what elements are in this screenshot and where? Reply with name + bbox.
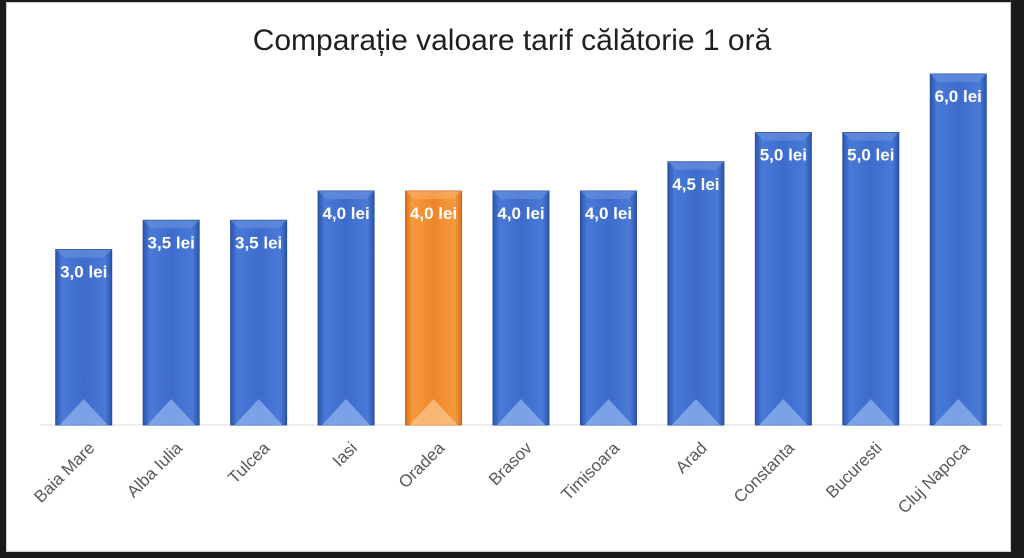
data-label: 5,0 lei — [760, 146, 807, 165]
data-label: 5,0 lei — [847, 146, 894, 165]
bar-oradea — [405, 190, 463, 426]
bar-constanta — [754, 132, 812, 426]
bar-baia-mare — [55, 249, 113, 426]
data-label: 4,0 lei — [585, 204, 632, 223]
x-tick-label: Timisoara — [558, 438, 624, 504]
bar-arad — [667, 161, 725, 426]
bar-timisoara — [579, 190, 637, 426]
data-label: 4,0 lei — [497, 204, 544, 223]
bar-alba-iulia — [142, 219, 200, 426]
bar-iasi — [317, 190, 375, 426]
x-tick-label: Iasi — [329, 438, 361, 470]
x-tick-label: Oradea — [395, 438, 449, 492]
data-label: 3,0 lei — [60, 263, 107, 282]
chart-title: Comparație valoare tarif călătorie 1 oră — [252, 24, 772, 57]
x-tick-label: Constanta — [730, 438, 799, 507]
x-tick-label: Cluj Napoca — [894, 438, 973, 517]
data-label: 4,0 lei — [322, 204, 369, 223]
x-tick-label: Tulcea — [224, 438, 273, 487]
x-tick-label: Bucuresti — [822, 438, 886, 502]
x-tick-label: Brasov — [485, 438, 536, 489]
bar-brasov — [492, 190, 550, 426]
x-tick-label: Alba Iulia — [123, 438, 186, 501]
data-label: 3,5 lei — [148, 233, 195, 252]
x-tick-label: Baia Mare — [30, 438, 98, 506]
data-label: 3,5 lei — [235, 233, 282, 252]
bar-cluj-napoca — [929, 73, 987, 426]
data-label: 6,0 lei — [935, 87, 982, 106]
data-label: 4,0 lei — [410, 204, 457, 223]
data-label: 4,5 lei — [672, 175, 719, 194]
x-tick-label: Arad — [672, 438, 711, 477]
bar-tulcea — [230, 219, 288, 426]
bar-bucuresti — [842, 132, 900, 426]
